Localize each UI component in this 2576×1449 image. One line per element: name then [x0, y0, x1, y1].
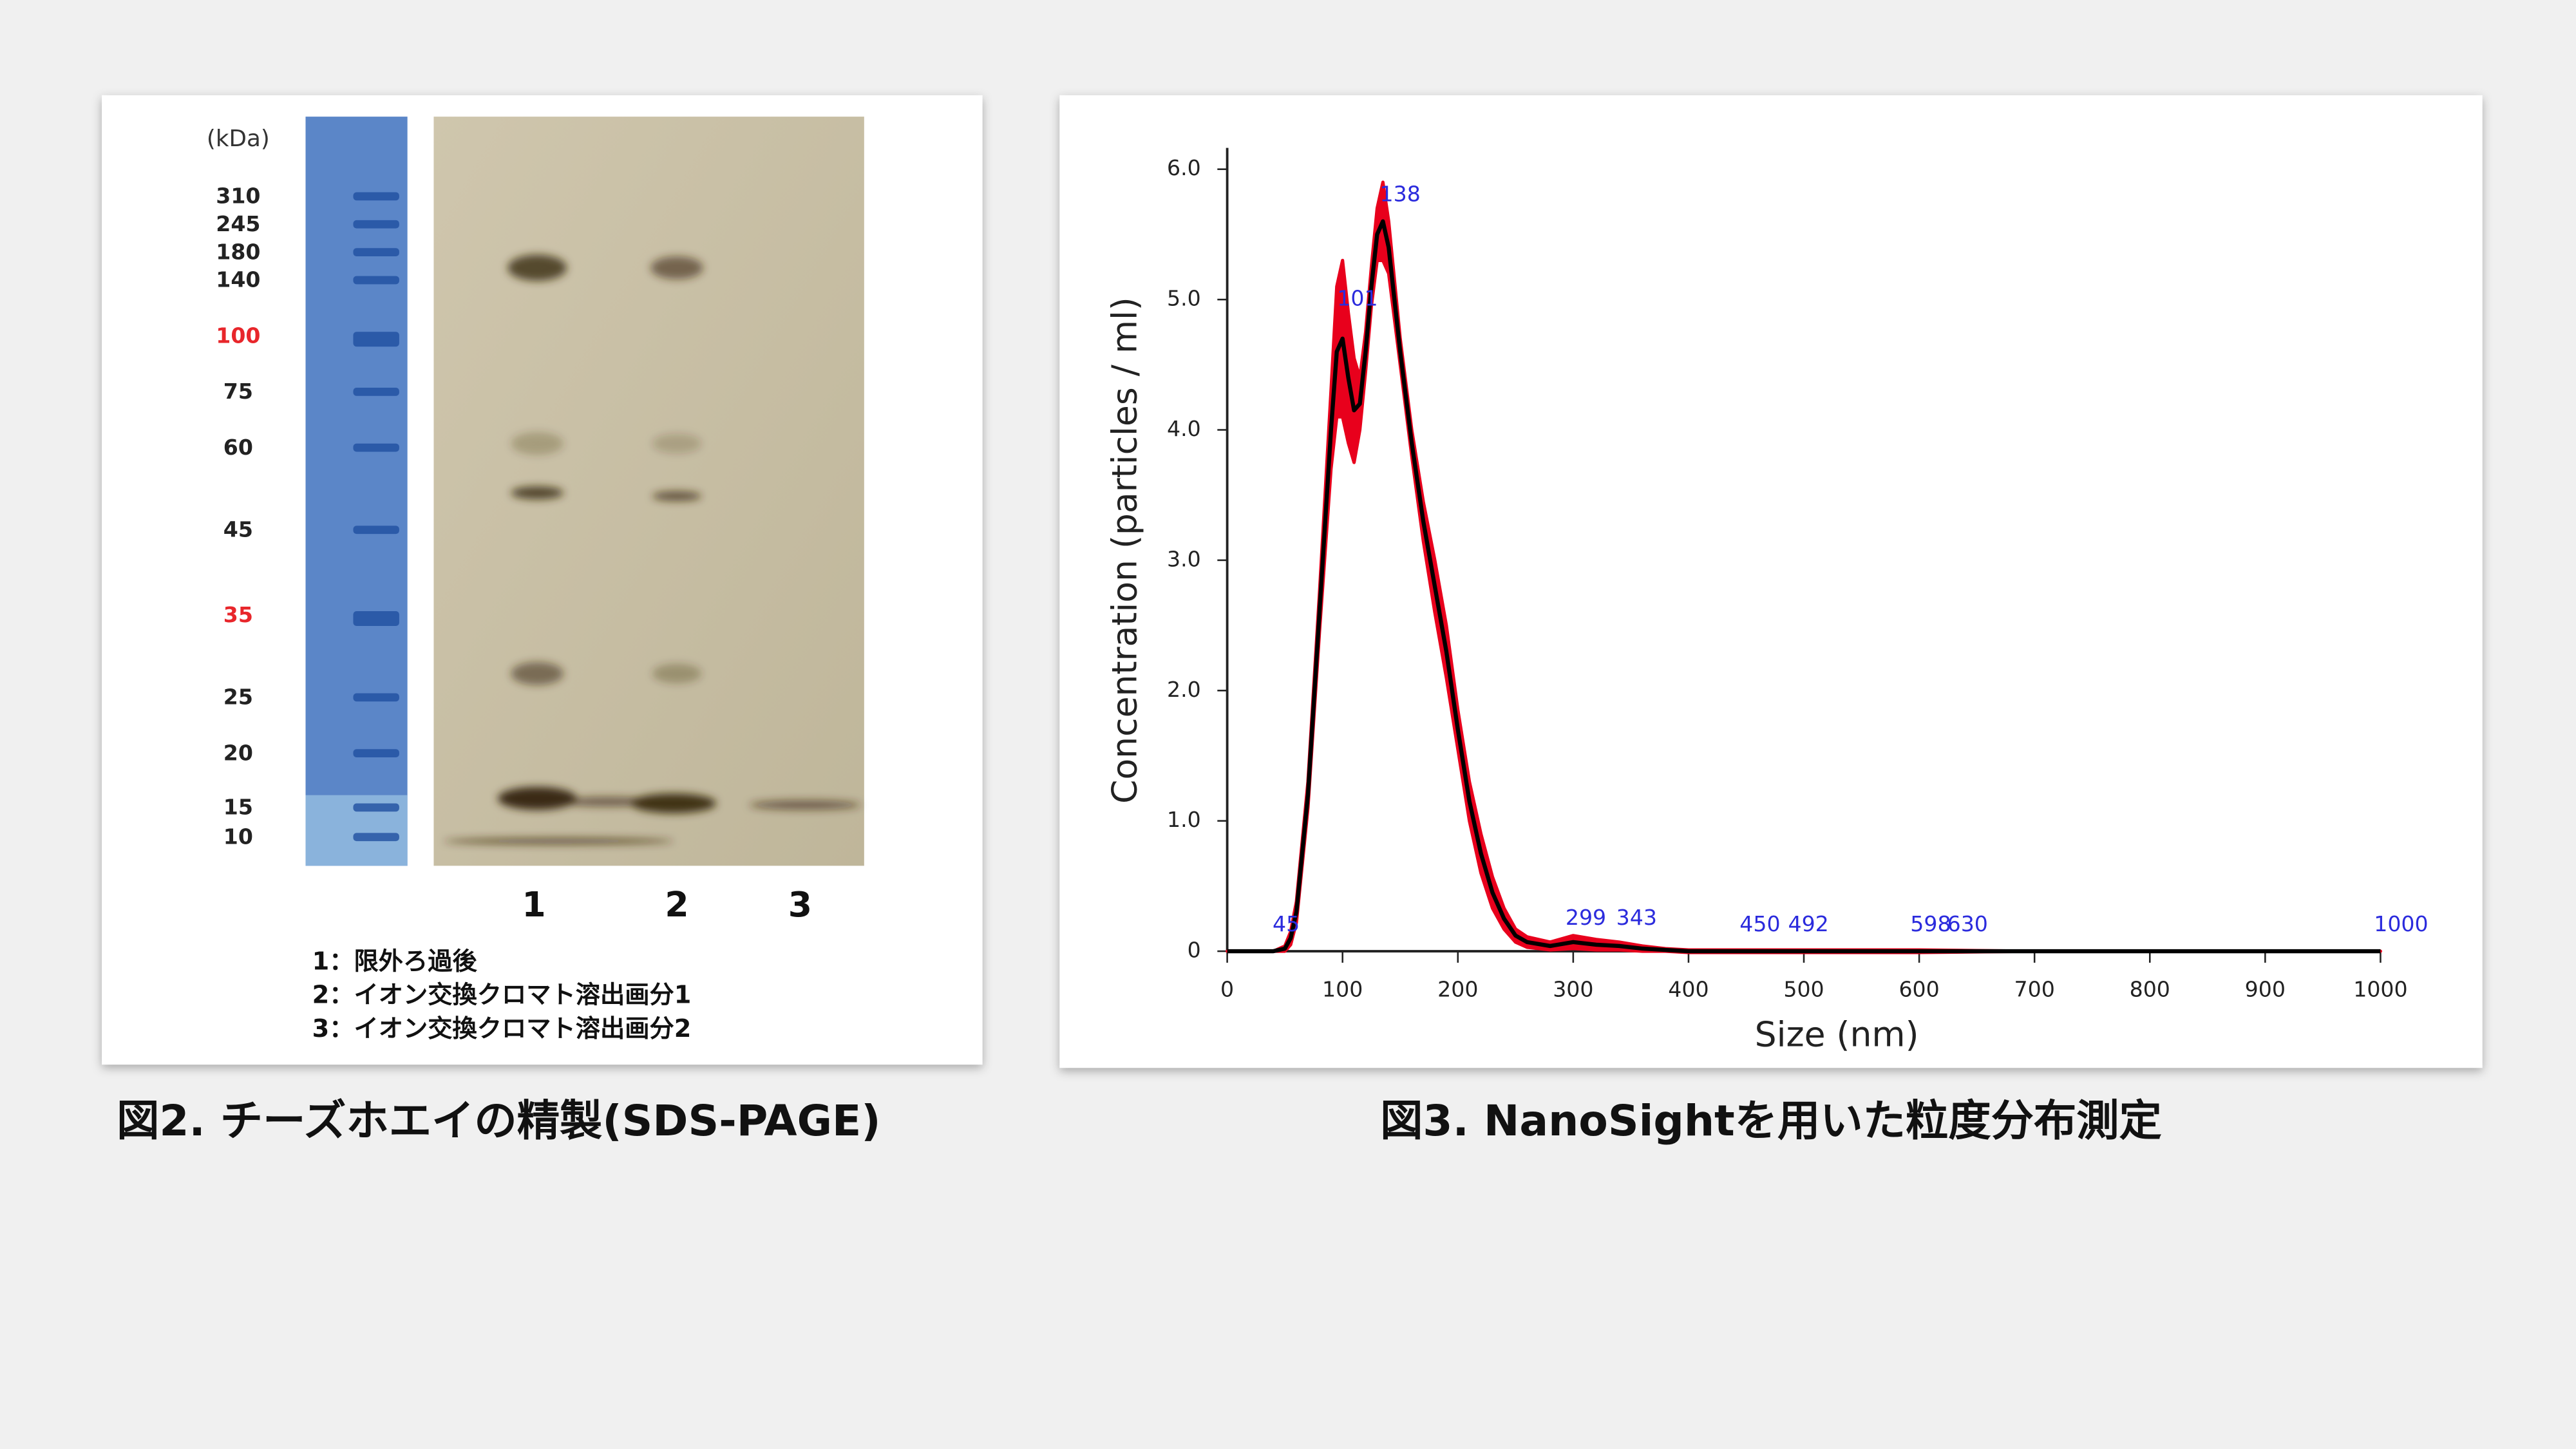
- marker-band: [353, 693, 399, 702]
- x-tick-label: 1000: [2353, 977, 2407, 1002]
- x-tick-label: 300: [1553, 977, 1593, 1002]
- marker-bands: [353, 192, 399, 842]
- peak-label: 101: [1337, 285, 1378, 310]
- peak-label: 299: [1566, 905, 1606, 930]
- y-tick-label: 4.0: [1167, 416, 1201, 441]
- peak-label: 1000: [2374, 911, 2428, 936]
- marker-label: 140: [216, 267, 260, 292]
- marker-band: [353, 220, 399, 229]
- marker-band: [353, 332, 399, 347]
- peak-label: 598: [1910, 911, 1951, 936]
- marker-band: [353, 192, 399, 201]
- y-tick-label: 5.0: [1167, 286, 1201, 311]
- marker-label: 100: [216, 323, 260, 348]
- x-axis-label: Size (nm): [1755, 1014, 1919, 1054]
- x-tick-label: 700: [2014, 977, 2055, 1002]
- peak-label: 138: [1380, 182, 1421, 207]
- marker-label: 10: [223, 824, 253, 849]
- marker-band: [353, 833, 399, 842]
- marker-label: 15: [223, 795, 253, 820]
- peak-label: 630: [1947, 911, 1988, 936]
- peak-label: 492: [1788, 911, 1828, 936]
- gel-image: [433, 117, 864, 866]
- marker-label: 180: [216, 239, 260, 264]
- marker-label: 45: [223, 516, 253, 542]
- lane-label: 1: [522, 884, 545, 925]
- line: [1227, 219, 2381, 954]
- y-tick-label: 2.0: [1167, 677, 1201, 702]
- figure-caption: 図2. チーズホエイの精製(SDS-PAGE): [117, 1095, 881, 1146]
- y-tick-label: 1.0: [1167, 807, 1201, 832]
- marker-band: [353, 611, 399, 626]
- x-tick-label: 100: [1322, 977, 1363, 1002]
- marker-band: [353, 443, 399, 452]
- peak-label: 343: [1616, 905, 1657, 930]
- x-tick-label: 500: [1783, 977, 1824, 1002]
- marker-label: 35: [223, 602, 253, 627]
- marker-label: 20: [223, 740, 253, 765]
- x-tick-label: 900: [2245, 977, 2286, 1002]
- marker-label: 25: [223, 685, 253, 710]
- marker-band: [353, 276, 399, 285]
- legend-line: 2：イオン交換クロマト溶出画分1: [312, 981, 692, 1010]
- x-tick-label: 200: [1437, 977, 1478, 1002]
- marker-band: [353, 388, 399, 396]
- marker-label: 310: [216, 184, 260, 209]
- marker-band: [353, 248, 399, 256]
- x-tick-label: 400: [1668, 977, 1709, 1002]
- peak-label: 45: [1273, 911, 1300, 936]
- legend-line: 1：限外ろ過後: [312, 947, 478, 976]
- chart: 0 1.0 2.0 3.0 4.0 5.0 6.0 0 100 200 300 400 500 600 70…: [1104, 147, 2429, 1054]
- x-tick-label: 0: [1220, 977, 1234, 1002]
- marker-label: 60: [223, 435, 253, 460]
- y-axis-label: Concentration (particles / ml): [1104, 297, 1145, 804]
- marker-label: 245: [216, 211, 260, 236]
- x-tick-label: 600: [1899, 977, 1939, 1002]
- unit-label: (kDa): [207, 126, 270, 152]
- x-tick-label: 800: [2130, 977, 2170, 1002]
- marker-label: 75: [223, 379, 253, 404]
- marker-band: [353, 749, 399, 758]
- legend-line: 3：イオン交換クロマト溶出画分2: [312, 1014, 692, 1043]
- marker-band: [353, 803, 399, 812]
- y-tick-label: 0: [1188, 938, 1201, 963]
- figure-caption: 図3. NanoSightを用いた粒度分布測定: [1380, 1095, 2162, 1146]
- y-tick-label: 3.0: [1167, 546, 1201, 571]
- lane-label: 3: [788, 884, 812, 925]
- marker-band: [353, 526, 399, 535]
- lane-label: 2: [665, 884, 688, 925]
- peak-label: 450: [1739, 911, 1780, 936]
- y-tick-label: 6.0: [1167, 155, 1201, 180]
